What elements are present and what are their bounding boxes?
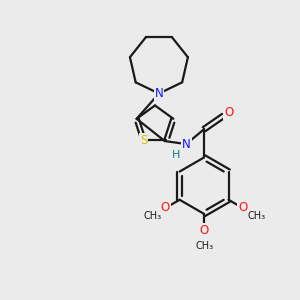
Text: CH₃: CH₃ [195,241,213,251]
Text: N: N [182,138,190,151]
Text: O: O [238,202,247,214]
Text: CH₃: CH₃ [143,211,161,221]
Text: CH₃: CH₃ [247,211,265,221]
Text: O: O [161,202,170,214]
Text: O: O [200,224,209,237]
Text: N: N [154,87,163,100]
Text: S: S [140,134,147,147]
Text: H: H [172,150,180,160]
Text: O: O [224,106,233,119]
